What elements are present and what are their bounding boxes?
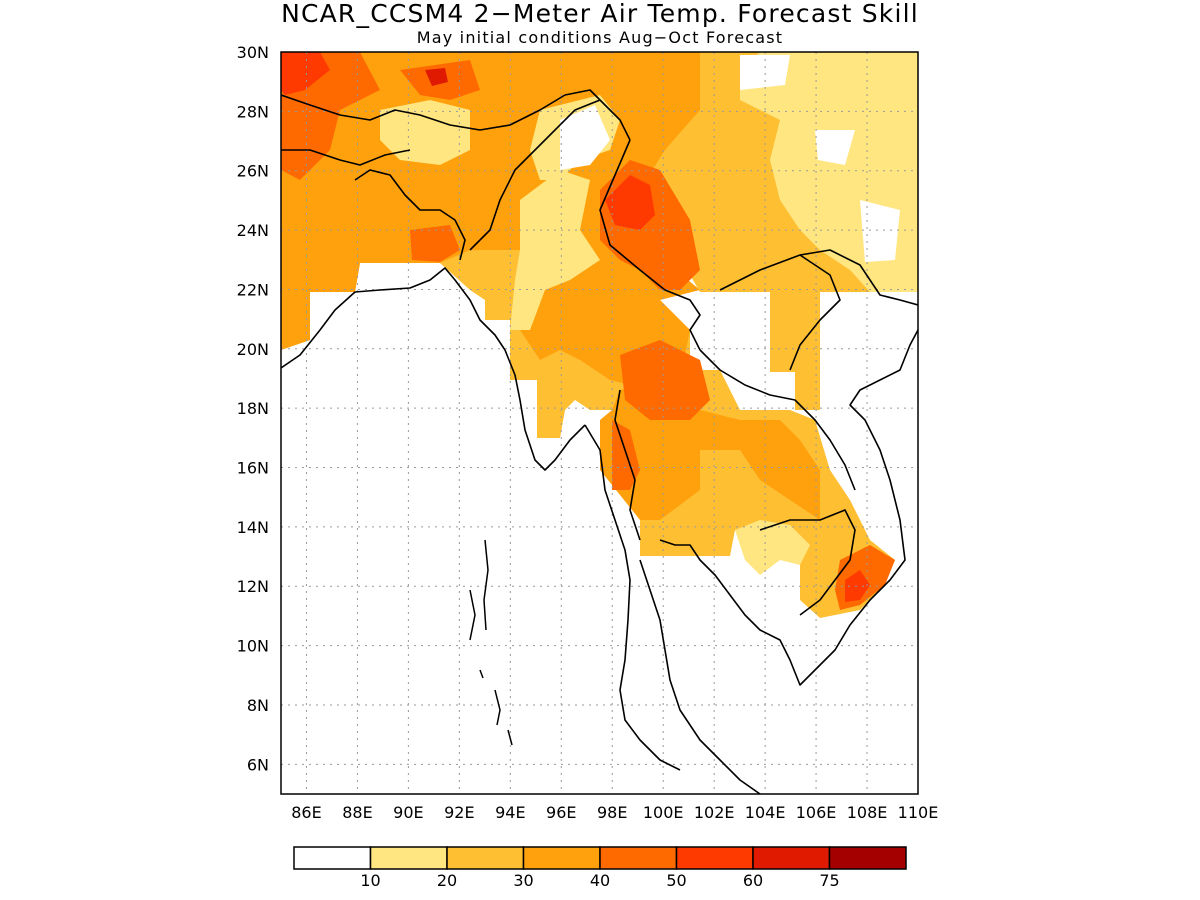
cambodia-border [759, 509, 856, 616]
skill-region-50-60-myanmar [605, 175, 655, 230]
lat-tick-label: 16N [237, 459, 269, 478]
skill-region-below-10-e [815, 130, 855, 165]
lat-tick-label: 6N [247, 755, 269, 774]
skill-region-below-10-e2 [860, 200, 900, 262]
myanmar-coast [584, 424, 681, 771]
lon-tick-label: 94E [495, 803, 525, 822]
colorbar-swatch [522, 846, 601, 870]
lat-tick-label: 14N [237, 518, 269, 537]
colorbar-level-label: 75 [819, 871, 839, 890]
india-bangladesh-coast [281, 267, 586, 471]
andaman-nicobar-islands [469, 539, 513, 746]
colorbar-level-label: 20 [437, 871, 457, 890]
latitude-labels: 30N 28N 26N 24N 22N 20N 18N 16N 14N 12N 10N 8N 6N [237, 43, 269, 774]
andaman-island-north [483, 539, 489, 631]
colorbar-level-label: 60 [743, 871, 763, 890]
lat-tick-label: 22N [237, 280, 269, 299]
map-title: NCAR_CCSM4 2−Meter Air Temp. Forecast Sk… [281, 0, 919, 28]
malay-peninsula [639, 559, 761, 794]
andaman-island-south [469, 589, 476, 641]
colorbar-swatch [293, 846, 372, 870]
longitude-labels: 86E 88E 90E 92E 94E 96E 98E 100E 102E 104E 106E 108… [291, 803, 938, 822]
vietnam-laos-border [719, 254, 841, 371]
skill-region-10-20-nw [380, 100, 470, 165]
colorbar-swatch [828, 846, 907, 870]
lon-tick-label: 86E [291, 803, 321, 822]
colorbar-level-label: 30 [513, 871, 533, 890]
gulf-of-thailand-coast [659, 329, 918, 686]
skill-shading [281, 52, 918, 618]
lon-tick-label: 96E [546, 803, 576, 822]
lon-tick-label: 88E [342, 803, 372, 822]
lon-tick-label: 104E [745, 803, 786, 822]
nicobar-island-3 [507, 729, 513, 746]
skill-region-40-50-thailand [620, 340, 710, 420]
skill-region-50-60-vietnam [845, 570, 870, 602]
colorbar-swatch [369, 846, 448, 870]
lat-tick-label: 30N [237, 43, 269, 62]
skill-region-60-75 [425, 68, 448, 86]
colorbar-level-label: 50 [666, 871, 686, 890]
colorbar-level-label: 10 [360, 871, 380, 890]
colorbar-swatch [675, 846, 754, 870]
india-myanmar-border [469, 99, 601, 251]
bangladesh-border [354, 169, 466, 261]
skill-region-50-60-nw [281, 52, 330, 95]
lon-tick-label: 110E [898, 803, 939, 822]
thailand-laos-border [699, 349, 856, 491]
colorbar-swatch [446, 846, 525, 870]
lat-tick-label: 18N [237, 399, 269, 418]
lat-tick-label: 12N [237, 577, 269, 596]
skill-region-below-10-yunnan [560, 105, 610, 170]
map-subtitle: May initial conditions Aug−Oct Forecast [416, 28, 784, 47]
lon-tick-label: 98E [597, 803, 627, 822]
china-vietnam-border [799, 249, 918, 306]
lon-tick-label: 106E [796, 803, 837, 822]
lat-tick-label: 10N [237, 637, 269, 656]
colorbar: 10 20 30 40 50 60 75 [293, 846, 907, 890]
lon-tick-label: 92E [444, 803, 474, 822]
map-frame [280, 51, 919, 795]
india-nepal-border [281, 149, 411, 166]
lat-tick-label: 20N [237, 340, 269, 359]
myanmar-china-border [599, 139, 701, 351]
colorbar-level-label: 40 [590, 871, 610, 890]
lat-tick-label: 28N [237, 102, 269, 121]
skill-region-below-10-ne [740, 55, 790, 90]
skill-region-10-20-south [735, 520, 810, 575]
skill-region-40-50-delta [410, 225, 460, 262]
lat-tick-label: 24N [237, 221, 269, 240]
lon-tick-label: 90E [393, 803, 423, 822]
coastlines-and-borders [281, 89, 918, 794]
thailand-west-border [614, 389, 641, 541]
nicobar-island-2 [494, 689, 501, 726]
nicobar-island-1 [479, 669, 484, 679]
lon-tick-label: 100E [643, 803, 684, 822]
lon-tick-label: 102E [694, 803, 735, 822]
lon-tick-label: 108E [847, 803, 888, 822]
colorbar-swatch [599, 846, 678, 870]
lat-tick-label: 8N [247, 696, 269, 715]
lat-tick-label: 26N [237, 162, 269, 181]
colorbar-swatch [752, 846, 831, 870]
skill-region-10-20-central [510, 170, 600, 330]
